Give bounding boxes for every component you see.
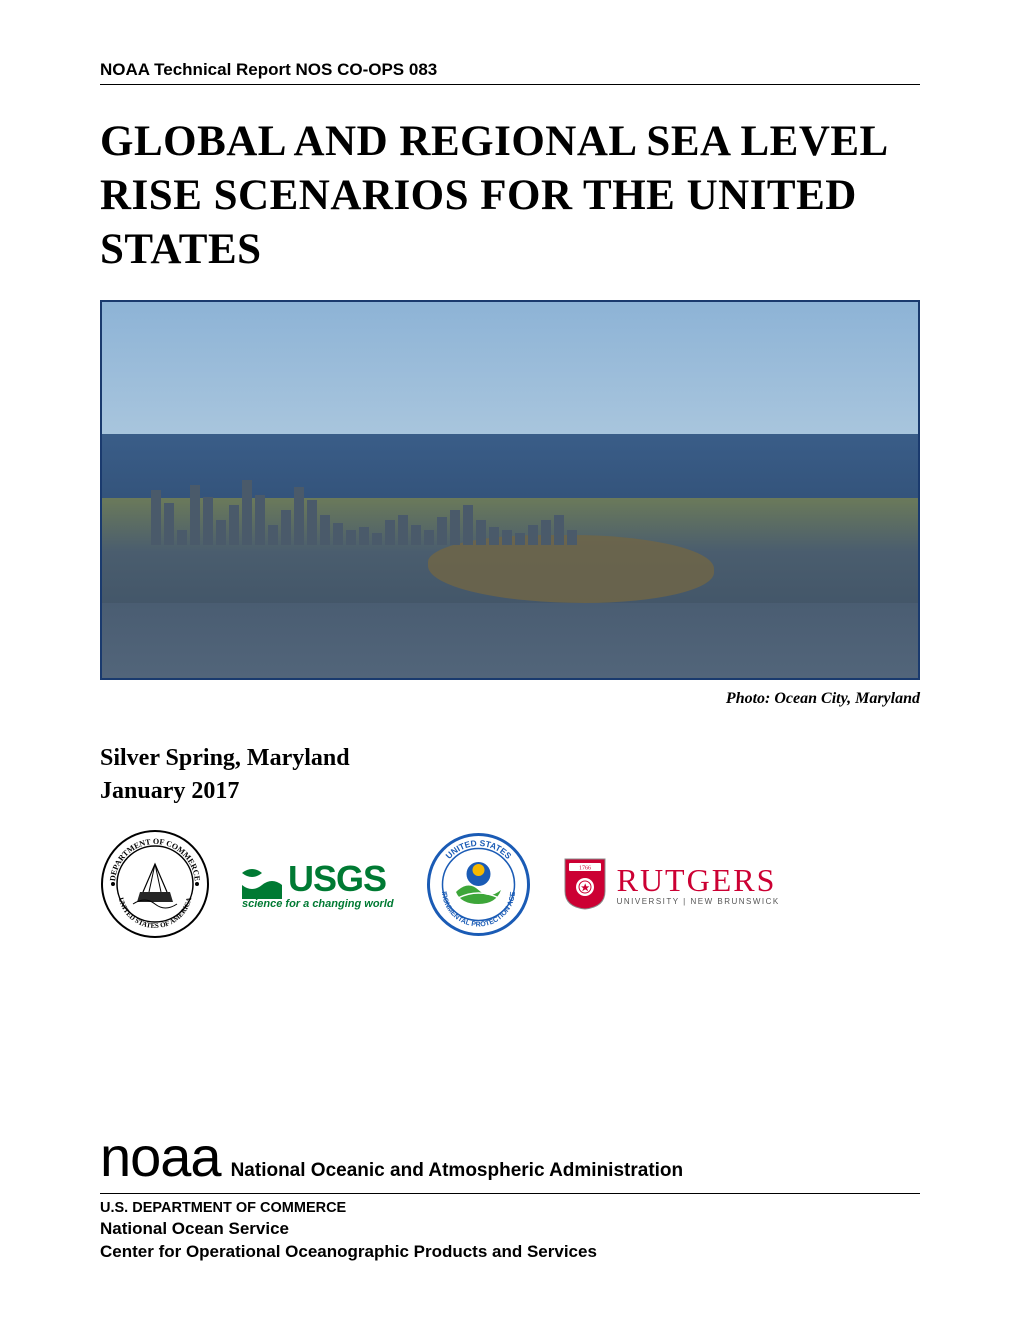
noaa-line: noaa National Oceanic and Atmospheric Ad…: [100, 1124, 920, 1194]
publication-place: Silver Spring, Maryland: [100, 742, 920, 774]
building: [190, 485, 200, 545]
rutgers-shield-icon: 1766: [563, 857, 607, 911]
epa-seal-icon: UNITED STATES ENVIRONMENTAL PROTECTION A…: [426, 832, 531, 937]
building: [398, 515, 408, 545]
building: [489, 527, 499, 545]
building: [255, 495, 265, 545]
building: [372, 533, 382, 545]
building: [268, 525, 278, 545]
service-line: National Ocean Service: [100, 1218, 920, 1241]
usgs-text: USGS: [288, 858, 386, 900]
building: [424, 530, 434, 545]
building: [242, 480, 252, 545]
building: [229, 505, 239, 545]
building: [333, 523, 343, 545]
building: [554, 515, 564, 545]
noaa-wordmark: noaa: [100, 1124, 221, 1189]
building: [294, 487, 304, 545]
cover-photo: [100, 300, 920, 680]
building: [281, 510, 291, 545]
building: [437, 517, 447, 545]
usgs-wave-icon: [242, 859, 282, 899]
building: [346, 530, 356, 545]
noaa-full-name: National Oceanic and Atmospheric Adminis…: [231, 1160, 684, 1182]
building: [450, 510, 460, 545]
rutgers-text: RUTGERS: [617, 862, 780, 899]
rutgers-tagline: UNIVERSITY | NEW BRUNSWICK: [617, 897, 780, 906]
building: [216, 520, 226, 545]
publication-info: Silver Spring, Maryland January 2017: [100, 742, 920, 807]
photo-water-foreground: [102, 603, 918, 678]
footer: noaa National Oceanic and Atmospheric Ad…: [100, 1124, 920, 1264]
building: [411, 525, 421, 545]
building: [203, 497, 213, 545]
photo-skyline: [151, 475, 869, 545]
building: [515, 533, 525, 545]
rutgers-logo: 1766 RUTGERS UNIVERSITY | NEW BRUNSWICK: [563, 857, 780, 911]
usgs-logo: USGS science for a changing world: [242, 858, 394, 910]
document-title: GLOBAL AND REGIONAL SEA LEVEL RISE SCENA…: [100, 115, 920, 276]
svg-text:1766: 1766: [579, 866, 591, 872]
building: [164, 503, 174, 545]
doc-seal-icon: DEPARTMENT OF COMMERCE UNITED STATES OF …: [100, 829, 210, 939]
publication-date: January 2017: [100, 775, 920, 807]
building: [359, 527, 369, 545]
building: [385, 520, 395, 545]
building: [502, 530, 512, 545]
usgs-tagline: science for a changing world: [242, 898, 394, 910]
building: [541, 520, 551, 545]
center-line: Center for Operational Oceanographic Pro…: [100, 1241, 920, 1264]
building: [528, 525, 538, 545]
building: [567, 530, 577, 545]
building: [320, 515, 330, 545]
photo-caption: Photo: Ocean City, Maryland: [100, 690, 920, 708]
building: [177, 530, 187, 545]
report-id: NOAA Technical Report NOS CO-OPS 083: [100, 60, 920, 85]
department-line: U.S. DEPARTMENT OF COMMERCE: [100, 1200, 920, 1216]
building: [476, 520, 486, 545]
building: [151, 490, 161, 545]
building: [463, 505, 473, 545]
agency-logos-row: DEPARTMENT OF COMMERCE UNITED STATES OF …: [100, 829, 920, 939]
building: [307, 500, 317, 545]
